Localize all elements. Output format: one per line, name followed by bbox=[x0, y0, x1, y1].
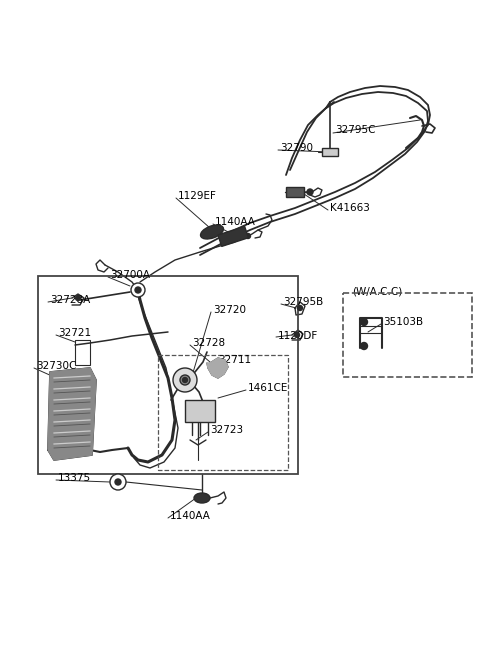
Text: (W/A.C.C): (W/A.C.C) bbox=[352, 287, 402, 297]
Bar bbox=[38, 276, 298, 474]
Text: 32711: 32711 bbox=[218, 355, 251, 365]
Text: 35103B: 35103B bbox=[383, 317, 423, 327]
Polygon shape bbox=[48, 368, 96, 460]
Circle shape bbox=[110, 474, 126, 490]
Text: 32795B: 32795B bbox=[283, 297, 323, 307]
Circle shape bbox=[180, 375, 190, 385]
Text: 1461CE: 1461CE bbox=[248, 383, 288, 393]
Bar bbox=[286, 187, 304, 197]
Circle shape bbox=[173, 368, 197, 392]
Bar bbox=[158, 355, 288, 470]
Text: 13375: 13375 bbox=[58, 473, 91, 483]
Text: 1129EF: 1129EF bbox=[178, 191, 217, 201]
Text: 1140AA: 1140AA bbox=[215, 217, 256, 227]
Circle shape bbox=[113, 477, 123, 487]
Text: 32720: 32720 bbox=[213, 305, 246, 315]
Text: 32728A: 32728A bbox=[50, 295, 90, 305]
Circle shape bbox=[307, 189, 313, 195]
Text: 1120DF: 1120DF bbox=[278, 331, 318, 341]
Ellipse shape bbox=[194, 493, 210, 503]
Text: 32790: 32790 bbox=[280, 143, 313, 153]
Circle shape bbox=[360, 319, 368, 325]
Circle shape bbox=[245, 234, 251, 239]
Circle shape bbox=[75, 295, 81, 300]
Text: K41663: K41663 bbox=[330, 203, 370, 213]
Text: 32723: 32723 bbox=[210, 425, 243, 435]
Circle shape bbox=[182, 377, 188, 382]
Text: 32721: 32721 bbox=[58, 328, 91, 338]
Bar bbox=[218, 226, 248, 247]
Polygon shape bbox=[207, 358, 228, 378]
Circle shape bbox=[131, 283, 145, 297]
Text: 32795C: 32795C bbox=[335, 125, 375, 135]
Bar bbox=[322, 148, 338, 156]
Text: 32728: 32728 bbox=[192, 338, 225, 348]
Ellipse shape bbox=[201, 225, 224, 239]
Circle shape bbox=[298, 306, 302, 310]
Circle shape bbox=[360, 342, 368, 350]
Text: 32700A: 32700A bbox=[110, 270, 150, 280]
Circle shape bbox=[115, 479, 121, 485]
Bar bbox=[75, 340, 90, 365]
Circle shape bbox=[295, 333, 300, 337]
Text: 1140AA: 1140AA bbox=[170, 511, 211, 521]
Bar bbox=[185, 400, 215, 422]
Circle shape bbox=[135, 287, 141, 293]
Text: 32730C: 32730C bbox=[36, 361, 76, 371]
